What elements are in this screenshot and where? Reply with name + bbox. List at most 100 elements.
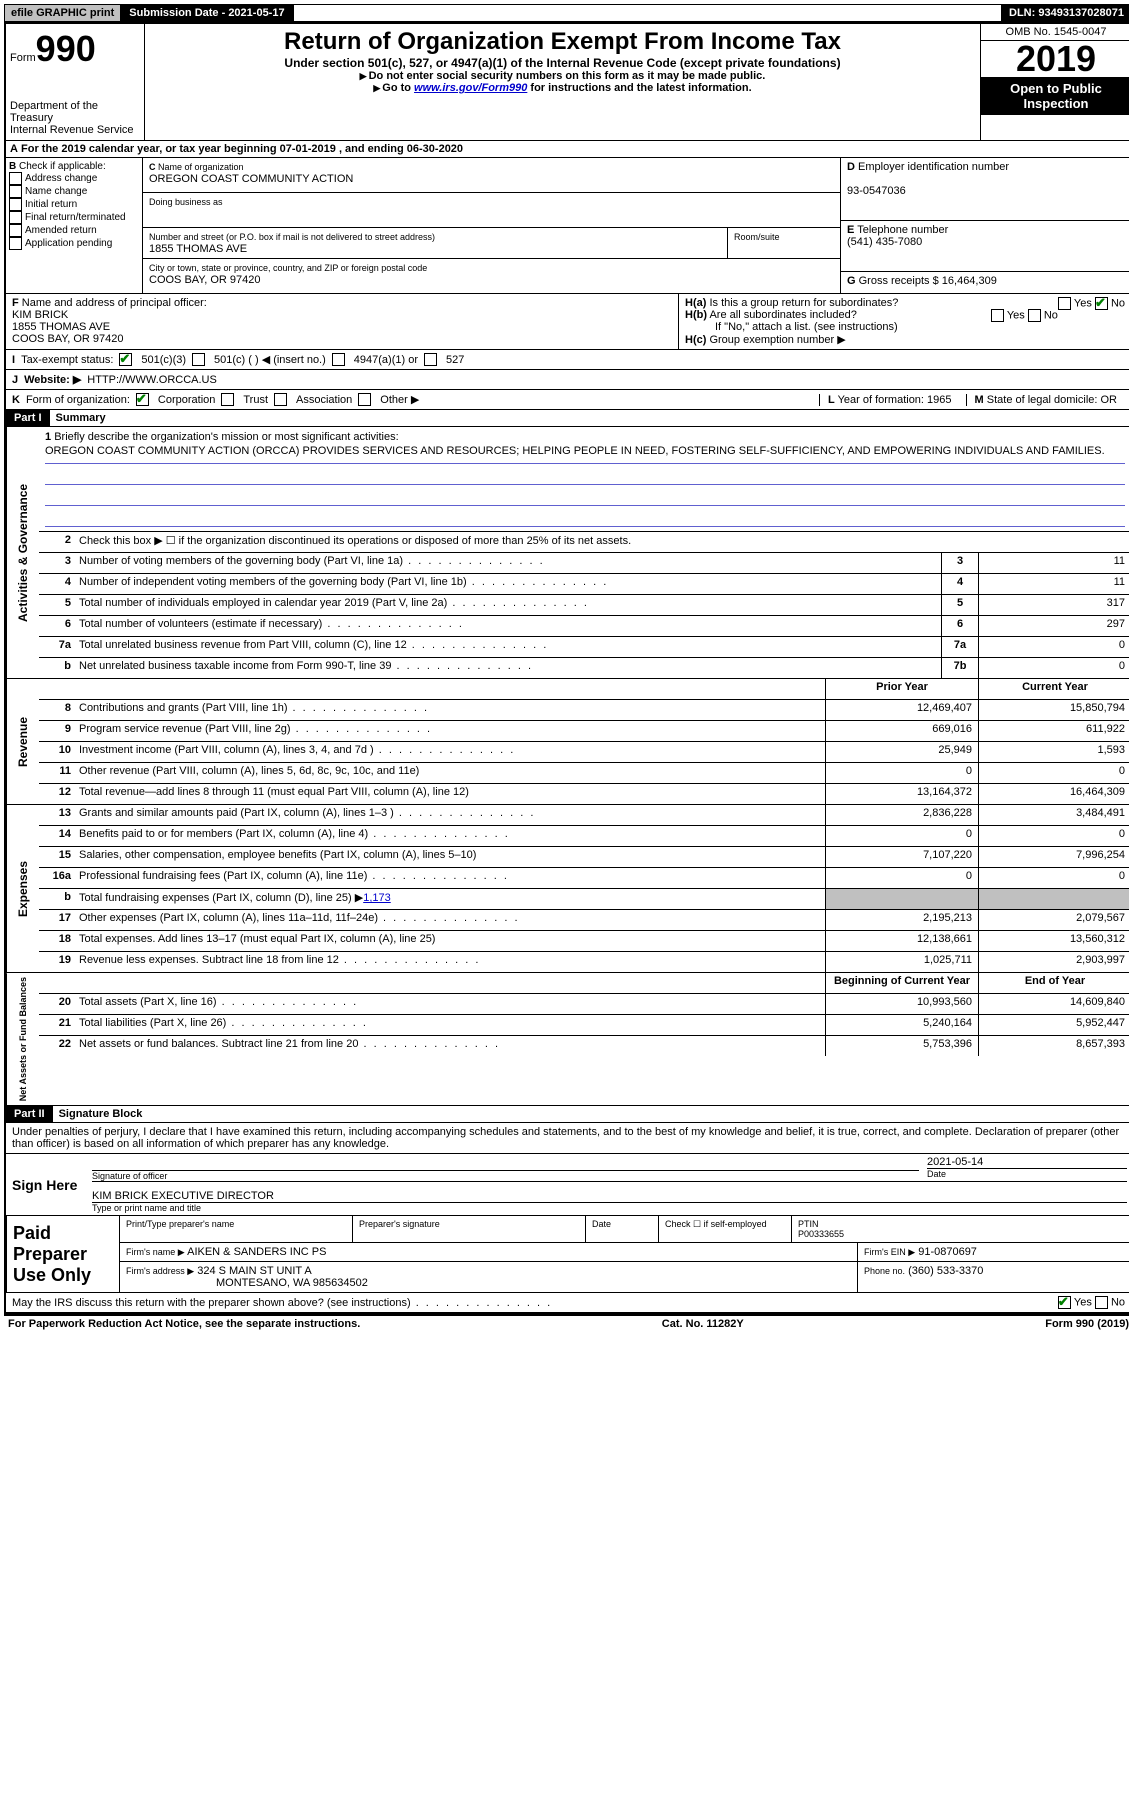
- form-label: Form: [10, 52, 36, 64]
- line21-prior: 5,240,164: [825, 1015, 978, 1035]
- initial-return-checkbox[interactable]: [9, 198, 22, 211]
- line16b-value[interactable]: 1,173: [363, 892, 391, 904]
- 527-checkbox[interactable]: [424, 353, 437, 366]
- year-cell: OMB No. 1545-0047 2019 Open to Public In…: [980, 24, 1129, 140]
- discuss-row: May the IRS discuss this return with the…: [6, 1293, 1129, 1314]
- 4947-checkbox[interactable]: [332, 353, 345, 366]
- website: HTTP://WWW.ORCCA.US: [87, 374, 217, 386]
- section-h: H(a) Is this a group return for subordin…: [679, 294, 1129, 349]
- dba-label: Doing business as: [149, 197, 223, 207]
- part2-header: Part II Signature Block: [6, 1106, 1129, 1123]
- line7b-value: 0: [978, 658, 1129, 678]
- line5-value: 317: [978, 595, 1129, 615]
- firm-ein: 91-0870697: [918, 1246, 977, 1258]
- signature-date: 2021-05-14: [927, 1156, 983, 1168]
- hb-note: If "No," attach a list. (see instruction…: [685, 321, 1125, 333]
- line9-current: 611,922: [978, 721, 1129, 741]
- hb-yes-checkbox[interactable]: [991, 309, 1004, 322]
- line22-prior: 5,753,396: [825, 1036, 978, 1056]
- arrow-icon: [373, 82, 382, 94]
- officer-name: KIM BRICK: [12, 309, 68, 321]
- preparer-signature-header: Preparer's signature: [353, 1216, 586, 1242]
- line20-prior: 10,993,560: [825, 994, 978, 1014]
- telephone: (541) 435-7080: [847, 236, 922, 248]
- amended-return-checkbox[interactable]: [9, 224, 22, 237]
- net-assets-section: Net Assets or Fund Balances Beginning of…: [6, 973, 1129, 1106]
- tab-activities: Activities & Governance: [6, 427, 39, 678]
- line7a-value: 0: [978, 637, 1129, 657]
- form-version: Form 990 (2019): [1045, 1318, 1129, 1330]
- revenue-section: Revenue Prior YearCurrent Year 8Contribu…: [6, 679, 1129, 805]
- address-change-checkbox[interactable]: [9, 172, 22, 185]
- line13-prior: 2,836,228: [825, 805, 978, 825]
- current-year-header: Current Year: [978, 679, 1129, 699]
- year-formation: 1965: [927, 394, 951, 406]
- name-change-checkbox[interactable]: [9, 185, 22, 198]
- line14-current: 0: [978, 826, 1129, 846]
- firm-name: AIKEN & SANDERS INC PS: [187, 1246, 326, 1258]
- dln: DLN: 93493137028071: [1001, 5, 1129, 21]
- line21-current: 5,952,447: [978, 1015, 1129, 1035]
- paid-preparer-block: Paid Preparer Use Only Print/Type prepar…: [6, 1216, 1129, 1293]
- section-f: F Name and address of principal officer:…: [6, 294, 679, 349]
- form-title: Return of Organization Exempt From Incom…: [149, 28, 976, 56]
- open-to-public: Open to Public Inspection: [981, 77, 1129, 115]
- 501c-checkbox[interactable]: [192, 353, 205, 366]
- note-goto-post: for instructions and the latest informat…: [527, 82, 751, 94]
- firm-address2: MONTESANO, WA 985634502: [126, 1277, 368, 1289]
- line4-value: 11: [978, 574, 1129, 594]
- tab-net-assets: Net Assets or Fund Balances: [6, 973, 39, 1105]
- efile-link[interactable]: efile GRAPHIC print: [5, 5, 121, 21]
- line16a-current: 0: [978, 868, 1129, 888]
- line22-current: 8,657,393: [978, 1036, 1129, 1056]
- info-grid: B Check if applicable: Address change Na…: [6, 158, 1129, 294]
- final-return-checkbox[interactable]: [9, 211, 22, 224]
- eoy-header: End of Year: [978, 973, 1129, 993]
- catalog-number: Cat. No. 11282Y: [662, 1318, 744, 1330]
- note-goto-pre: Go to: [382, 82, 414, 94]
- preparer-name-header: Print/Type preparer's name: [120, 1216, 353, 1242]
- line2-text: Check this box ▶ ☐ if the organization d…: [75, 532, 1129, 552]
- arrow-icon: [360, 70, 369, 82]
- section-c: C Name of organization OREGON COAST COMM…: [143, 158, 841, 293]
- discuss-no-checkbox[interactable]: [1095, 1296, 1108, 1309]
- 501c3-checkbox[interactable]: [119, 353, 132, 366]
- ptin: P00333655: [798, 1229, 844, 1239]
- top-bar: efile GRAPHIC print Submission Date - 20…: [4, 4, 1129, 22]
- prior-year-header: Prior Year: [825, 679, 978, 699]
- submission-date: Submission Date - 2021-05-17: [121, 5, 293, 21]
- tax-period: A For the 2019 calendar year, or tax yea…: [6, 141, 1129, 158]
- officer-addr1: 1855 THOMAS AVE: [12, 321, 110, 333]
- corporation-checkbox[interactable]: [136, 393, 149, 406]
- officer-addr2: COOS BAY, OR 97420: [12, 333, 123, 345]
- line15-prior: 7,107,220: [825, 847, 978, 867]
- section-de: D Employer identification number 93-0547…: [841, 158, 1129, 293]
- line8-prior: 12,469,407: [825, 700, 978, 720]
- section-fh: F Name and address of principal officer:…: [6, 294, 1129, 350]
- line12-current: 16,464,309: [978, 784, 1129, 804]
- instructions-link[interactable]: www.irs.gov/Form990: [414, 82, 527, 94]
- association-checkbox[interactable]: [274, 393, 287, 406]
- other-checkbox[interactable]: [358, 393, 371, 406]
- discuss-yes-checkbox[interactable]: [1058, 1296, 1071, 1309]
- footer: For Paperwork Reduction Act Notice, see …: [4, 1316, 1129, 1332]
- line15-current: 7,996,254: [978, 847, 1129, 867]
- trust-checkbox[interactable]: [221, 393, 234, 406]
- line3-value: 11: [978, 553, 1129, 573]
- activities-governance-section: Activities & Governance 1 Briefly descri…: [6, 427, 1129, 679]
- part1-title: Summary: [50, 410, 112, 426]
- ha-yes-checkbox[interactable]: [1058, 297, 1071, 310]
- sign-here-block: Sign Here Signature of officer 2021-05-1…: [6, 1154, 1129, 1216]
- preparer-date-header: Date: [586, 1216, 659, 1242]
- line10-prior: 25,949: [825, 742, 978, 762]
- org-name: OREGON COAST COMMUNITY ACTION: [149, 173, 353, 185]
- hb-no-checkbox[interactable]: [1028, 309, 1041, 322]
- ha-no-checkbox[interactable]: [1095, 297, 1108, 310]
- firm-address1: 324 S MAIN ST UNIT A: [197, 1265, 312, 1277]
- boy-header: Beginning of Current Year: [825, 973, 978, 993]
- signature-declaration: Under penalties of perjury, I declare th…: [6, 1123, 1129, 1154]
- form-id-cell: Form990 Department of the Treasury Inter…: [6, 24, 145, 140]
- sign-here-label: Sign Here: [6, 1154, 88, 1215]
- line6-value: 297: [978, 616, 1129, 636]
- application-pending-checkbox[interactable]: [9, 237, 22, 250]
